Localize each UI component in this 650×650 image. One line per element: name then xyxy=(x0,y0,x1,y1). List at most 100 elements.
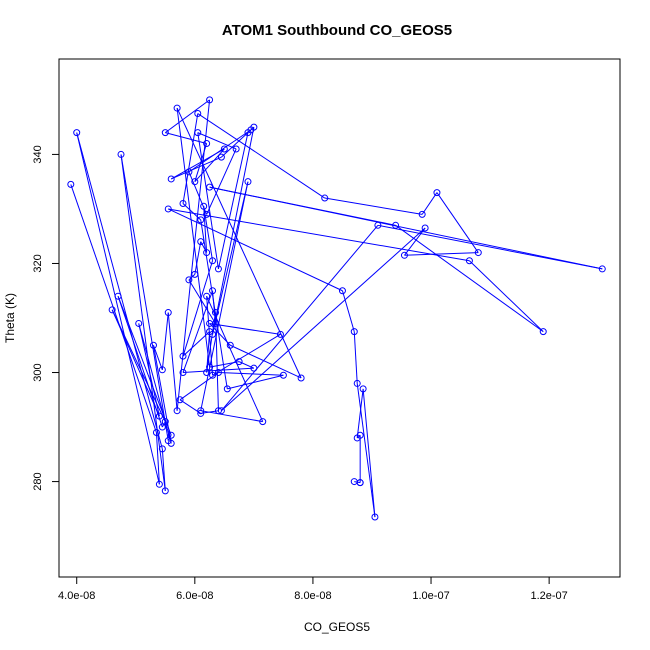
data-point xyxy=(244,129,252,137)
data-point xyxy=(226,341,234,349)
data-point xyxy=(158,445,166,453)
series-segment xyxy=(221,129,252,158)
series-segment xyxy=(353,331,358,384)
y-tick-label: 320 xyxy=(32,254,44,272)
data-point xyxy=(197,409,205,417)
series-segment xyxy=(70,184,157,433)
series-segment xyxy=(182,203,202,221)
series-segment xyxy=(404,252,479,256)
data-point xyxy=(67,180,75,188)
data-point xyxy=(73,129,81,137)
data-point xyxy=(158,423,166,431)
data-point xyxy=(356,431,364,439)
data-point xyxy=(161,418,169,426)
series-segment xyxy=(188,129,252,173)
series-layer xyxy=(67,96,606,521)
series-segment xyxy=(197,113,326,199)
data-point xyxy=(209,257,217,265)
data-point xyxy=(474,249,482,257)
series-segment xyxy=(182,367,254,374)
series-segment xyxy=(362,388,376,518)
data-point xyxy=(392,221,400,229)
data-point xyxy=(197,238,205,246)
data-point xyxy=(220,145,228,153)
series-segment xyxy=(161,312,169,370)
data-point xyxy=(350,478,358,486)
series-segment xyxy=(209,322,281,335)
x-tick-label: 6.0e-08 xyxy=(176,590,213,602)
series-segment xyxy=(138,323,172,444)
series-segment xyxy=(404,227,426,256)
data-point xyxy=(359,385,367,393)
data-point xyxy=(223,385,231,393)
data-point xyxy=(155,412,163,420)
chart-title: ATOM1 Southbound CO_GEOS5 xyxy=(222,22,452,39)
data-point xyxy=(185,168,193,176)
plot-frame xyxy=(58,58,621,578)
data-point xyxy=(135,319,143,327)
data-point xyxy=(539,328,547,336)
data-point xyxy=(433,189,441,197)
x-axis-label: CO_GEOS5 xyxy=(304,620,370,634)
series-segment xyxy=(167,312,178,411)
series-segment xyxy=(203,206,208,253)
data-point xyxy=(371,513,379,521)
series-segment xyxy=(171,156,222,180)
series-segment xyxy=(76,132,163,449)
data-point xyxy=(173,104,181,112)
series-segment xyxy=(230,344,302,379)
data-point xyxy=(203,369,211,377)
data-point xyxy=(276,330,284,338)
data-point xyxy=(179,199,187,207)
series-segment xyxy=(218,372,284,376)
data-point xyxy=(185,276,193,284)
data-point xyxy=(250,364,258,372)
series-segment xyxy=(212,181,249,335)
series-segment xyxy=(188,279,216,324)
series-segment xyxy=(138,323,160,417)
series-segment xyxy=(182,331,210,357)
data-point xyxy=(206,363,214,371)
y-tick-label: 300 xyxy=(32,363,44,381)
series-segment xyxy=(182,260,214,357)
data-point xyxy=(400,251,408,259)
y-tick-label: 340 xyxy=(32,145,44,163)
series-segment xyxy=(469,260,544,332)
series-segment xyxy=(206,312,216,373)
data-point xyxy=(117,150,125,158)
data-point xyxy=(217,153,225,161)
series-segment xyxy=(206,148,237,215)
data-point xyxy=(421,224,429,232)
data-point xyxy=(194,129,202,137)
series-segment xyxy=(188,274,196,281)
data-point xyxy=(297,374,305,382)
data-point xyxy=(203,249,211,257)
series-segment xyxy=(182,290,214,373)
data-point xyxy=(179,352,187,360)
data-point xyxy=(214,265,222,273)
data-point xyxy=(259,418,267,426)
series-segment xyxy=(120,154,169,441)
data-point xyxy=(191,270,199,278)
data-point xyxy=(598,265,606,273)
series-segment xyxy=(395,224,544,333)
data-point xyxy=(158,366,166,374)
data-point xyxy=(217,407,225,415)
y-tick-label: 280 xyxy=(32,472,44,490)
series-segment xyxy=(168,208,470,262)
data-point xyxy=(211,319,219,327)
data-point xyxy=(152,429,160,437)
data-point xyxy=(161,487,169,495)
x-tick-label: 8.0e-08 xyxy=(294,590,331,602)
series-segment xyxy=(76,132,160,485)
series-segment xyxy=(168,208,343,292)
series-segment xyxy=(197,132,219,270)
series-segment xyxy=(238,361,255,369)
series-segment xyxy=(227,374,284,390)
x-axis: 4.0e-08 6.0e-08 8.0e-08 1.0e-07 1.2e-07 xyxy=(58,576,568,602)
y-axis: 280 300 320 340 xyxy=(32,145,60,491)
series-segment xyxy=(200,219,228,389)
data-point xyxy=(203,292,211,300)
series-segment xyxy=(164,99,210,134)
